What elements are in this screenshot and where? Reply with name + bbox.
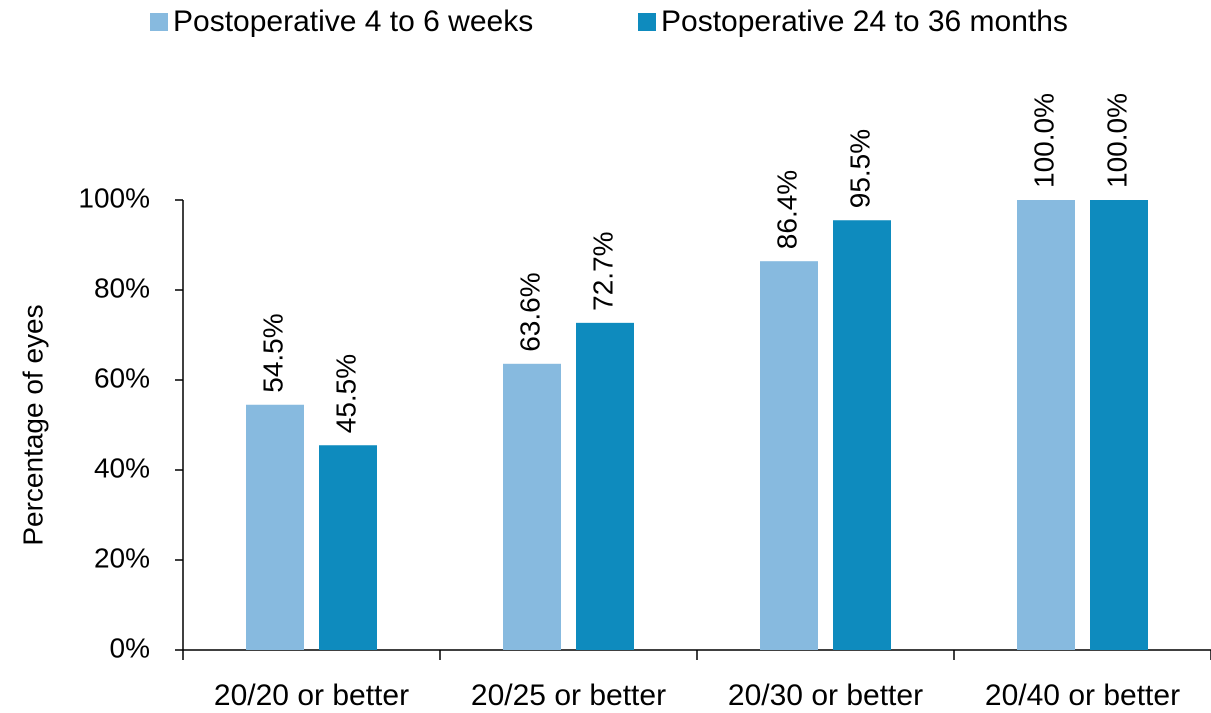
value-label: 100.0% — [1028, 93, 1059, 188]
bar — [760, 261, 818, 650]
y-tick-label: 40% — [94, 452, 150, 483]
y-tick-label: 60% — [94, 362, 150, 393]
bar — [833, 220, 891, 650]
x-tick-label: 20/20 or better — [214, 679, 409, 712]
bar — [1017, 200, 1075, 650]
bar — [576, 322, 634, 650]
value-label: 100.0% — [1101, 93, 1132, 188]
bar — [503, 363, 561, 650]
value-label: 72.7% — [587, 231, 618, 310]
y-tick-label: 0% — [110, 632, 150, 663]
y-tick-label: 20% — [94, 542, 150, 573]
y-axis-title: Percentage of eyes — [17, 304, 48, 545]
legend-swatch — [150, 13, 168, 31]
x-tick-label: 20/30 or better — [728, 679, 923, 712]
bar — [319, 445, 377, 650]
legend-label: Postoperative 24 to 36 months — [661, 5, 1068, 38]
y-tick-label: 100% — [78, 182, 150, 213]
value-label: 86.4% — [771, 170, 802, 249]
bar — [1090, 200, 1148, 650]
y-tick-label: 80% — [94, 272, 150, 303]
legend-label: Postoperative 4 to 6 weeks — [173, 5, 533, 38]
legend-swatch — [638, 13, 656, 31]
value-label: 45.5% — [330, 354, 361, 433]
value-label: 54.5% — [257, 313, 288, 392]
value-label: 95.5% — [844, 129, 875, 208]
x-tick-label: 20/40 or better — [985, 679, 1180, 712]
value-label: 63.6% — [514, 272, 545, 351]
bar — [246, 404, 304, 650]
x-tick-label: 20/25 or better — [471, 679, 666, 712]
